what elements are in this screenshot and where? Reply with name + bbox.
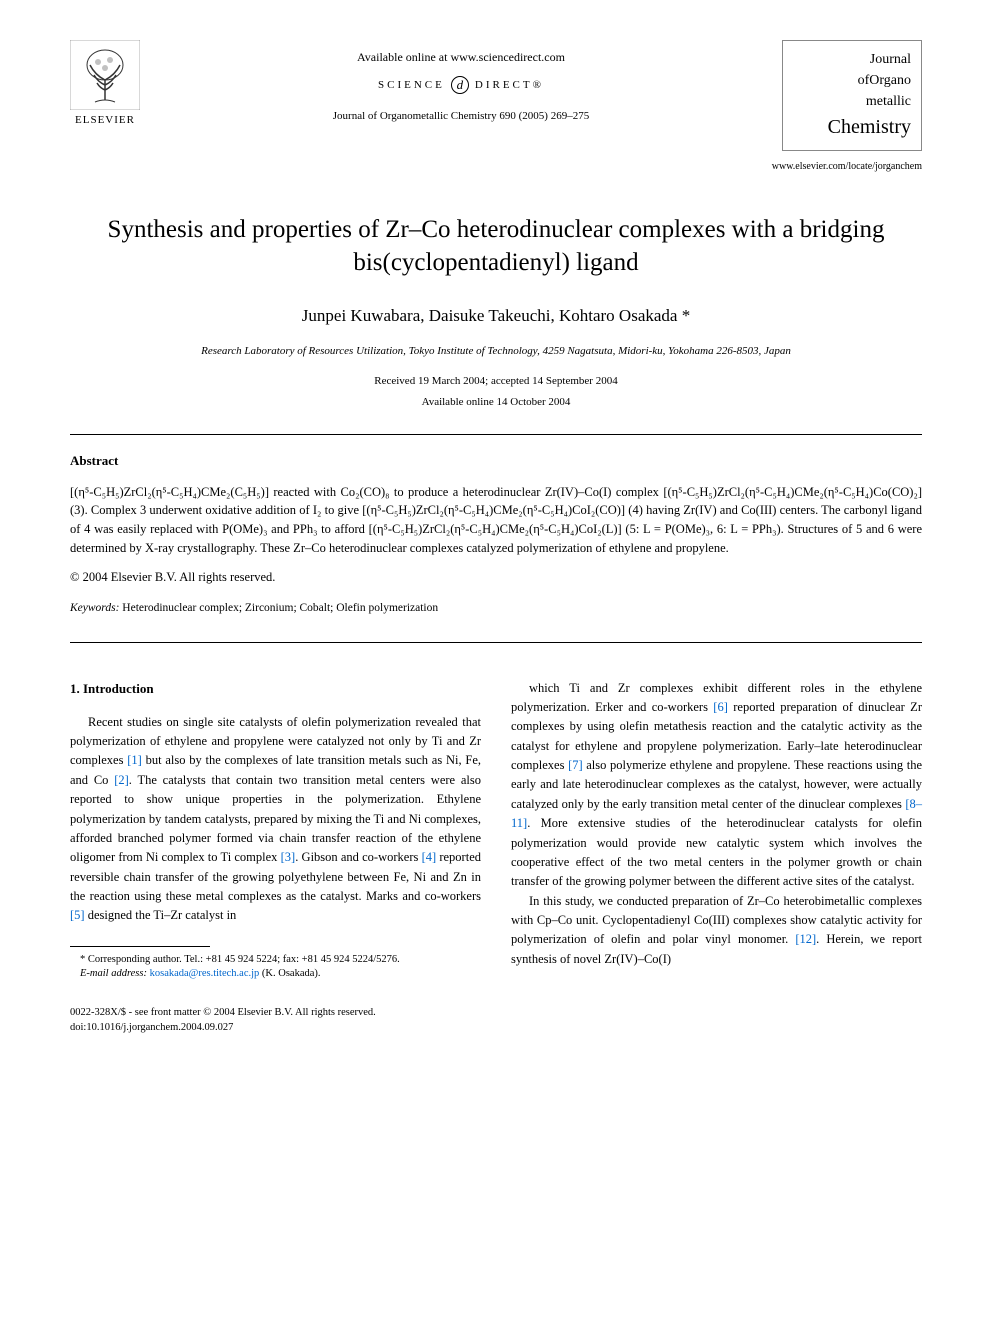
footnote-separator — [70, 946, 210, 947]
reference-link[interactable]: [1] — [127, 753, 142, 767]
keywords-label: Keywords: — [70, 602, 119, 614]
science-direct-icon: d — [451, 76, 469, 94]
science-direct-text1: SCIENCE — [378, 77, 445, 94]
reference-link[interactable]: [5] — [70, 908, 85, 922]
science-direct-text2: DIRECT® — [475, 77, 544, 94]
journal-logo-box: Journal ofOrgano metallic Chemistry — [782, 40, 922, 151]
intro-paragraph-1: Recent studies on single site catalysts … — [70, 713, 481, 926]
reference-link[interactable]: [7] — [568, 758, 583, 772]
article-title: Synthesis and properties of Zr–Co hetero… — [70, 214, 922, 279]
science-direct-logo: SCIENCE d DIRECT® — [140, 76, 782, 94]
elsevier-url: www.elsevier.com/locate/jorganchem — [70, 159, 922, 174]
body-columns: 1. Introduction Recent studies on single… — [70, 679, 922, 983]
email-suffix: (K. Osakada). — [259, 968, 320, 979]
keywords: Keywords: Heterodinuclear complex; Zirco… — [70, 600, 922, 617]
footnote-block: * Corresponding author. Tel.: +81 45 924… — [70, 953, 481, 982]
abstract-text: [(η⁵-C₅H₅)ZrCl₂(η⁵-C₅H₄)CMe₂(C₅H₅)] reac… — [70, 483, 922, 558]
available-date: Available online 14 October 2004 — [70, 394, 922, 411]
doi-line: doi:10.1016/j.jorganchem.2004.09.027 — [70, 1021, 922, 1036]
abstract-copyright: © 2004 Elsevier B.V. All rights reserved… — [70, 568, 922, 587]
divider-top — [70, 434, 922, 435]
elsevier-label: ELSEVIER — [70, 112, 140, 129]
journal-logo-line2: ofOrgano — [793, 70, 911, 91]
email-line: E-mail address: kosakada@res.titech.ac.j… — [70, 967, 481, 982]
journal-reference: Journal of Organometallic Chemistry 690 … — [140, 108, 782, 125]
journal-logo-line4: Chemistry — [793, 112, 911, 142]
elsevier-tree-icon — [70, 40, 140, 110]
journal-logo-line1: Journal — [793, 49, 911, 70]
reference-link[interactable]: [3] — [281, 850, 296, 864]
center-header: Available online at www.sciencedirect.co… — [140, 40, 782, 125]
divider-bottom — [70, 642, 922, 643]
reference-link[interactable]: [4] — [422, 850, 437, 864]
reference-link[interactable]: [12] — [795, 932, 816, 946]
corresponding-author: * Corresponding author. Tel.: +81 45 924… — [70, 953, 481, 968]
elsevier-logo: ELSEVIER — [70, 40, 140, 129]
bottom-info: 0022-328X/$ - see front matter © 2004 El… — [70, 1006, 922, 1035]
reference-link[interactable]: [8–11] — [511, 797, 922, 830]
authors: Junpei Kuwabara, Daisuke Takeuchi, Kohta… — [70, 303, 922, 329]
received-date: Received 19 March 2004; accepted 14 Sept… — [70, 373, 922, 390]
email-address[interactable]: kosakada@res.titech.ac.jp — [150, 968, 260, 979]
front-matter-line: 0022-328X/$ - see front matter © 2004 El… — [70, 1006, 922, 1021]
journal-logo-line3: metallic — [793, 91, 911, 112]
available-online-text: Available online at www.sciencedirect.co… — [140, 48, 782, 66]
email-label: E-mail address: — [80, 968, 147, 979]
reference-link[interactable]: [2] — [114, 773, 129, 787]
intro-paragraph-3: In this study, we conducted preparation … — [511, 892, 922, 970]
column-right: which Ti and Zr complexes exhibit differ… — [511, 679, 922, 983]
reference-link[interactable]: [6] — [713, 700, 728, 714]
keywords-text: Heterodinuclear complex; Zirconium; Coba… — [119, 602, 438, 614]
affiliation: Research Laboratory of Resources Utiliza… — [70, 343, 922, 360]
intro-paragraph-2: which Ti and Zr complexes exhibit differ… — [511, 679, 922, 892]
section-1-heading: 1. Introduction — [70, 679, 481, 699]
abstract-heading: Abstract — [70, 451, 922, 471]
header-region: ELSEVIER Available online at www.science… — [70, 40, 922, 151]
column-left: 1. Introduction Recent studies on single… — [70, 679, 481, 983]
